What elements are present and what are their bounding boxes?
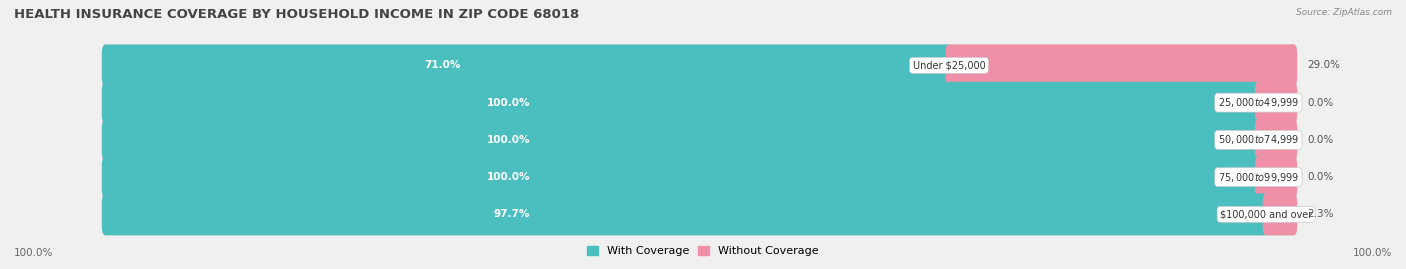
Text: $100,000 and over: $100,000 and over: [1220, 209, 1312, 220]
FancyBboxPatch shape: [103, 119, 1263, 161]
Text: $25,000 to $49,999: $25,000 to $49,999: [1218, 96, 1299, 109]
Text: Source: ZipAtlas.com: Source: ZipAtlas.com: [1296, 8, 1392, 17]
Text: 100.0%: 100.0%: [488, 98, 530, 108]
FancyBboxPatch shape: [103, 45, 1298, 86]
Text: 0.0%: 0.0%: [1308, 98, 1334, 108]
Text: 100.0%: 100.0%: [1353, 248, 1392, 258]
FancyBboxPatch shape: [103, 156, 1298, 198]
FancyBboxPatch shape: [103, 193, 1270, 235]
Text: 71.0%: 71.0%: [425, 60, 461, 70]
Text: 97.7%: 97.7%: [494, 209, 530, 220]
FancyBboxPatch shape: [103, 156, 1263, 198]
Text: 29.0%: 29.0%: [1308, 60, 1340, 70]
Text: 0.0%: 0.0%: [1308, 172, 1334, 182]
FancyBboxPatch shape: [1256, 82, 1298, 123]
Text: 2.3%: 2.3%: [1308, 209, 1334, 220]
FancyBboxPatch shape: [103, 82, 1263, 123]
Text: Under $25,000: Under $25,000: [912, 60, 986, 70]
Text: 100.0%: 100.0%: [488, 172, 530, 182]
FancyBboxPatch shape: [103, 45, 952, 86]
Text: 100.0%: 100.0%: [14, 248, 53, 258]
Text: 100.0%: 100.0%: [488, 135, 530, 145]
Text: $75,000 to $99,999: $75,000 to $99,999: [1218, 171, 1299, 184]
FancyBboxPatch shape: [103, 82, 1298, 123]
FancyBboxPatch shape: [103, 193, 1298, 235]
FancyBboxPatch shape: [1256, 119, 1298, 161]
Text: HEALTH INSURANCE COVERAGE BY HOUSEHOLD INCOME IN ZIP CODE 68018: HEALTH INSURANCE COVERAGE BY HOUSEHOLD I…: [14, 8, 579, 21]
FancyBboxPatch shape: [1263, 193, 1298, 235]
Text: $50,000 to $74,999: $50,000 to $74,999: [1218, 133, 1299, 146]
Text: 0.0%: 0.0%: [1308, 135, 1334, 145]
FancyBboxPatch shape: [103, 119, 1298, 161]
FancyBboxPatch shape: [945, 45, 1298, 86]
FancyBboxPatch shape: [1256, 156, 1298, 198]
Legend: With Coverage, Without Coverage: With Coverage, Without Coverage: [582, 242, 824, 261]
